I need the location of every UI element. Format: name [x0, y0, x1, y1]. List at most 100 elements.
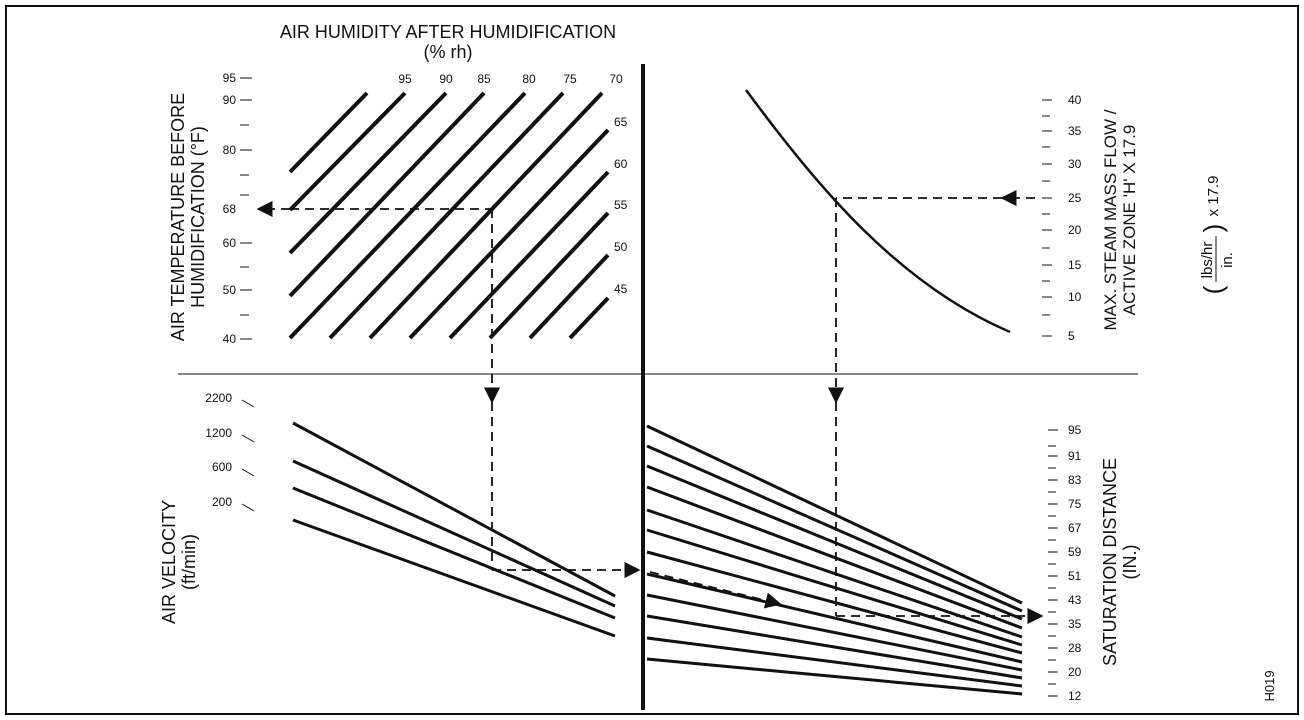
steam-label-10: 10: [1068, 290, 1082, 304]
velocity-tick-2200: [241, 399, 255, 408]
velocity-label-1200: 1200: [205, 426, 232, 440]
velocity-axis-label-line2: (ft/min): [179, 534, 199, 590]
velocity-label-600: 600: [212, 460, 232, 474]
steam-unit-label: ( lbs/hr in. ) x 17.9: [1198, 176, 1236, 295]
humidity-line-4: [288, 91, 486, 298]
steam-label-25: 25: [1068, 191, 1082, 205]
velocity-line-200: [292, 518, 616, 638]
rh-label-80: 80: [522, 72, 536, 86]
temp-tick-label-68: 68: [223, 202, 237, 216]
steam-tick-labels: 40 35 30 25 20 15 10 5: [1068, 93, 1082, 343]
rh-label-50: 50: [614, 240, 628, 254]
temp-tick-label-50: 50: [223, 283, 237, 297]
saturation-line-51: [646, 550, 1023, 655]
steam-axis-label-line1: MAX. STEAM MASS FLOW /: [1101, 109, 1120, 330]
steam-unit-denominator: in.: [1219, 252, 1236, 268]
guide-diagonal: [649, 571, 782, 609]
temp-tick-label-40: 40: [223, 332, 237, 346]
rh-label-90: 90: [439, 72, 453, 86]
temp-tick-label-80: 80: [223, 143, 237, 157]
steam-label-35: 35: [1068, 124, 1082, 138]
humidity-line-5: [288, 91, 527, 340]
example-path: [256, 189, 1044, 625]
saturation-line-91: [646, 444, 1023, 613]
rh-label-65: 65: [614, 115, 628, 129]
humidity-line-11: [528, 253, 610, 340]
steam-unit-paren-close: ): [1198, 224, 1228, 233]
saturation-label-35: 35: [1068, 617, 1082, 631]
velocity-axis-label: AIR VELOCITY (ft/min): [159, 500, 199, 624]
saturation-label-51: 51: [1068, 569, 1082, 583]
steam-axis-label: MAX. STEAM MASS FLOW / ACTIVE ZONE 'H' X…: [1101, 109, 1139, 330]
steam-axis: [1042, 99, 1052, 337]
humidity-line-6: [328, 91, 565, 340]
saturation-label-20: 20: [1068, 665, 1082, 679]
rh-label-55: 55: [614, 198, 628, 212]
humidity-line-3: [288, 91, 448, 255]
humidity-line-8: [408, 128, 610, 340]
steam-unit-numerator: lbs/hr: [1199, 242, 1216, 279]
humidity-line-7: [368, 91, 604, 340]
temp-tick-label-90: 90: [223, 93, 237, 107]
velocity-tick-1200: [241, 434, 255, 443]
steam-axis-label-line2: ACTIVE ZONE 'H' X 17.9: [1120, 125, 1139, 316]
saturation-label-75: 75: [1068, 497, 1082, 511]
saturation-line-28: [646, 614, 1023, 680]
velocity-axis-label-line1: AIR VELOCITY: [159, 500, 179, 624]
figure-code: H019: [1262, 670, 1277, 701]
temperature-axis-label-line1: AIR TEMPERATURE BEFORE: [168, 93, 188, 341]
saturation-label-12: 12: [1068, 689, 1082, 703]
humidity-line-1: [288, 91, 369, 174]
saturation-axis: [1048, 429, 1058, 697]
steam-label-30: 30: [1068, 157, 1082, 171]
saturation-line-75: [646, 485, 1023, 630]
saturation-axis-label-line1: SATURATION DISTANCE: [1100, 458, 1120, 666]
figure-code-text: H019: [1262, 670, 1277, 701]
velocity-tick-200: [241, 503, 255, 512]
temperature-axis-label: AIR TEMPERATURE BEFORE HUMIDIFICATION (°…: [168, 93, 208, 341]
figure-border: [5, 5, 1299, 715]
humidity-line-9: [448, 170, 610, 340]
steam-flow-curve: [744, 89, 1011, 334]
rh-label-60: 60: [614, 157, 628, 171]
saturation-label-91: 91: [1068, 449, 1082, 463]
saturation-line-20: [646, 636, 1023, 688]
temperature-axis: 95 90 80 68 60 50 40: [223, 71, 252, 346]
steam-unit-factor: x 17.9: [1205, 176, 1222, 217]
velocity-lines: [292, 421, 616, 638]
temperature-axis-label-line2: HUMIDIFICATION (°F): [188, 126, 208, 308]
saturation-axis-label: SATURATION DISTANCE (IN.): [1100, 458, 1140, 666]
saturation-axis-label-line2: (IN.): [1120, 545, 1140, 580]
steam-label-20: 20: [1068, 223, 1082, 237]
saturation-label-43: 43: [1068, 593, 1082, 607]
humidity-line-10: [488, 211, 610, 340]
velocity-axis: 2200 1200 600 200: [205, 391, 255, 512]
saturation-line-12: [646, 657, 1023, 696]
temp-tick-label-60: 60: [223, 236, 237, 250]
steam-label-5: 5: [1068, 329, 1075, 343]
humidity-title: AIR HUMIDITY AFTER HUMIDIFICATION: [280, 22, 616, 42]
humidity-labels: 95 90 85 80 75 70 65 60 55 50 45: [398, 72, 627, 296]
saturation-lines: [646, 424, 1023, 696]
humidity-title-unit: (% rh): [424, 42, 473, 62]
rh-label-70: 70: [609, 72, 623, 86]
saturation-label-83: 83: [1068, 473, 1082, 487]
velocity-tick-600: [241, 468, 255, 477]
saturation-line-83: [646, 464, 1023, 621]
rh-label-75: 75: [563, 72, 577, 86]
saturation-line-43: [646, 572, 1023, 664]
velocity-label-200: 200: [212, 495, 232, 509]
velocity-line-600: [292, 486, 616, 620]
saturation-line-59: [646, 528, 1023, 647]
temp-tick-label-95: 95: [223, 71, 237, 85]
rh-label-45: 45: [614, 282, 628, 296]
steam-label-15: 15: [1068, 258, 1082, 272]
velocity-line-2200: [292, 421, 616, 598]
saturation-line-95: [646, 424, 1023, 605]
humidity-lines: [288, 91, 610, 340]
rh-label-95: 95: [398, 72, 412, 86]
saturation-line-35: [646, 593, 1023, 672]
humidity-line-12: [568, 296, 610, 340]
saturation-label-95: 95: [1068, 423, 1082, 437]
